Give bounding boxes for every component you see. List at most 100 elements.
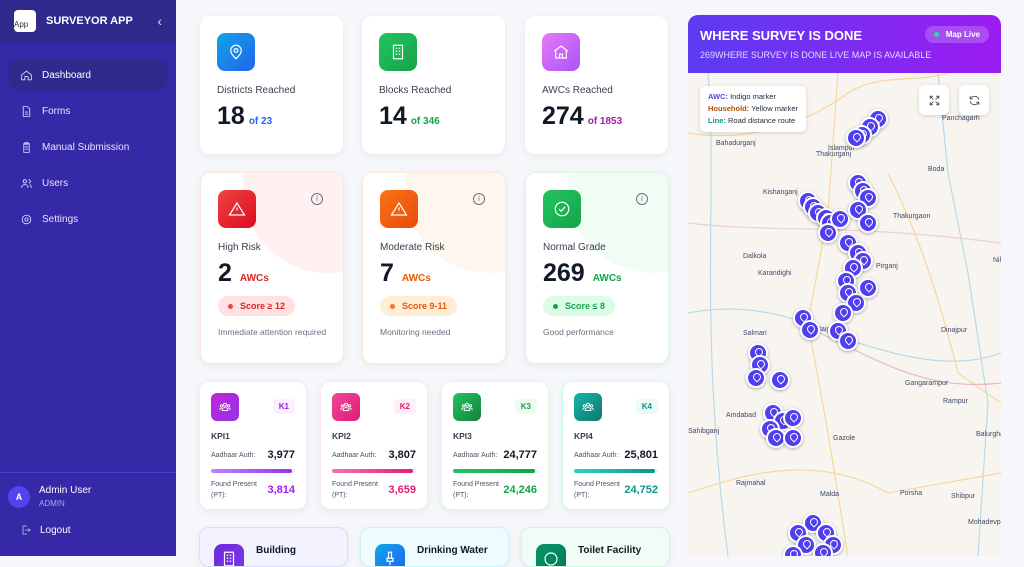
- reach-label: Districts Reached: [217, 85, 296, 96]
- kpi-name: KPI2: [332, 431, 351, 441]
- sidebar-item-label: Settings: [42, 213, 79, 225]
- sidebar-footer: A Admin User ADMIN Logout: [0, 472, 176, 556]
- aadhaar-auth-value: 25,801: [624, 449, 658, 461]
- kpi-tag: K1: [272, 399, 295, 414]
- clipboard-icon: [23, 141, 30, 153]
- found-present-value: 24,752: [624, 484, 658, 496]
- score-text: Score 9-11: [402, 301, 448, 311]
- awc-marker[interactable]: [800, 320, 820, 340]
- warning-icon: [228, 201, 246, 216]
- sidebar-item-dashboard[interactable]: Dashboard: [9, 60, 167, 90]
- legend-item: Household: Yellow marker: [708, 103, 798, 115]
- reach-icon-box: [379, 33, 417, 71]
- map-road-line: [887, 172, 1001, 404]
- sidebar-item-users[interactable]: Users: [9, 168, 167, 198]
- reach-card: Districts Reached 18 of 23: [200, 16, 343, 154]
- aadhaar-auth-value: 3,807: [388, 449, 416, 461]
- awc-marker[interactable]: [858, 213, 878, 233]
- map-place-label: Salmari: [743, 330, 767, 337]
- awc-marker[interactable]: [783, 545, 803, 556]
- map-canvas[interactable]: AWC: Indigo marker Household: Yellow mark…: [688, 73, 1001, 556]
- water-tap-icon: [386, 551, 394, 565]
- risk-note: Immediate attention required: [218, 327, 327, 337]
- info-icon[interactable]: i: [473, 193, 485, 205]
- warning-icon: [390, 201, 408, 216]
- kpi-tag: K3: [514, 399, 537, 414]
- sidebar-header: App SURVEYOR APP ‹: [0, 0, 176, 42]
- score-badge: Score ≤ 8: [543, 296, 615, 316]
- aadhaar-auth-label: Aadhaar Auth:: [211, 451, 256, 459]
- risk-icon-box: [380, 190, 418, 228]
- logout-label: Logout: [40, 524, 71, 536]
- kpi-progress-bar: [453, 469, 537, 473]
- awc-marker[interactable]: [833, 303, 853, 323]
- aadhaar-auth-label: Aadhaar Auth:: [332, 451, 377, 459]
- awc-marker[interactable]: [818, 223, 838, 243]
- facility-card[interactable]: Toilet Facility: [521, 527, 670, 567]
- awc-marker[interactable]: [838, 331, 858, 351]
- refresh-map-button[interactable]: [959, 85, 989, 115]
- avatar: A: [8, 485, 30, 508]
- awc-marker[interactable]: [813, 543, 833, 556]
- map-road-line: [688, 73, 949, 137]
- reach-value: 14: [379, 102, 407, 130]
- risk-value: 269: [543, 259, 585, 287]
- reach-card: AWCs Reached 274 of 1853: [525, 16, 668, 154]
- map-place-label: Bahadurganj: [716, 140, 756, 147]
- awc-marker[interactable]: [783, 408, 803, 428]
- awc-marker[interactable]: [830, 209, 850, 229]
- map-place-label: Mohadevpur: [968, 519, 1001, 526]
- kpi-card: K1 KPI1 Aadhaar Auth: 3,977 Found Present…: [199, 381, 307, 510]
- legend-item: Line: Road distance route: [708, 115, 798, 127]
- map-road-line: [688, 469, 1001, 494]
- awc-marker[interactable]: [846, 128, 866, 148]
- kpi-tag: K4: [635, 399, 658, 414]
- map-place-label: Dalkola: [743, 253, 767, 260]
- risk-value: 2: [218, 259, 232, 287]
- risk-icon-box: [218, 190, 256, 228]
- user-role: ADMIN: [39, 499, 65, 508]
- awc-marker[interactable]: [770, 370, 790, 390]
- sidebar-item-forms[interactable]: Forms: [9, 96, 167, 126]
- awc-marker[interactable]: [858, 278, 878, 298]
- reach-icon-box: [542, 33, 580, 71]
- reach-icon-box: [217, 33, 255, 71]
- map-road-line: [688, 222, 1001, 244]
- kpi-icon-box: [453, 393, 481, 421]
- collapse-sidebar-chevron-icon[interactable]: ‹: [157, 13, 162, 29]
- map-place-label: Sahibganj: [688, 428, 720, 435]
- facility-title: Drinking Water: [417, 545, 488, 556]
- risk-unit: AWCs: [401, 273, 431, 284]
- home-icon: [21, 70, 32, 80]
- facility-card[interactable]: Building: [199, 527, 348, 567]
- user-profile[interactable]: A Admin User ADMIN: [0, 473, 176, 520]
- facility-card[interactable]: Drinking Water: [360, 527, 509, 567]
- kpi-name: KPI3: [453, 431, 472, 441]
- map-place-label: Nilphamari: [993, 257, 1001, 264]
- info-icon[interactable]: i: [636, 193, 648, 205]
- reach-total: of 1853: [587, 116, 623, 127]
- fullscreen-button[interactable]: [919, 85, 949, 115]
- document-icon: [22, 105, 31, 117]
- logout-icon: [22, 525, 31, 535]
- toilet-icon: [544, 552, 558, 566]
- map-place-label: Rampur: [943, 398, 968, 405]
- group-icon: [582, 402, 594, 411]
- reach-label: Blocks Reached: [379, 85, 452, 96]
- map-legend: AWC: Indigo marker Household: Yellow mark…: [700, 86, 807, 132]
- awc-marker[interactable]: [783, 428, 803, 448]
- found-present-label: Found Present (PT):: [574, 481, 620, 499]
- info-icon[interactable]: i: [311, 193, 323, 205]
- risk-card: i Normal Grade 269 AWCs Score ≤ 8 Good pe…: [525, 172, 669, 364]
- sidebar-item-manual-submission[interactable]: Manual Submission: [9, 132, 167, 162]
- logout-button[interactable]: Logout: [0, 524, 176, 536]
- sidebar-item-settings[interactable]: Settings: [9, 204, 167, 234]
- map-place-label: Shibpur: [951, 493, 976, 500]
- legend-item: AWC: Indigo marker: [708, 91, 798, 103]
- reach-total: of 346: [410, 116, 440, 127]
- map-place-label: Thakurganj: [816, 151, 852, 158]
- map-place-label: Amdabad: [726, 412, 756, 419]
- legend-key: Line:: [708, 116, 726, 125]
- map-place-label: Pirganj: [876, 263, 898, 270]
- awc-marker[interactable]: [746, 368, 766, 388]
